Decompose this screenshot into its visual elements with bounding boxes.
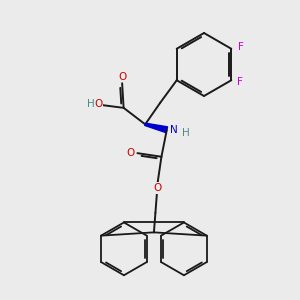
Text: O: O bbox=[94, 99, 103, 109]
Text: H: H bbox=[87, 99, 94, 109]
Text: N: N bbox=[169, 125, 177, 135]
Polygon shape bbox=[145, 123, 167, 133]
Text: O: O bbox=[154, 183, 162, 193]
Text: F: F bbox=[237, 77, 243, 87]
Text: F: F bbox=[238, 42, 244, 52]
Text: H: H bbox=[182, 128, 189, 138]
Text: O: O bbox=[127, 148, 135, 158]
Text: O: O bbox=[118, 72, 126, 82]
